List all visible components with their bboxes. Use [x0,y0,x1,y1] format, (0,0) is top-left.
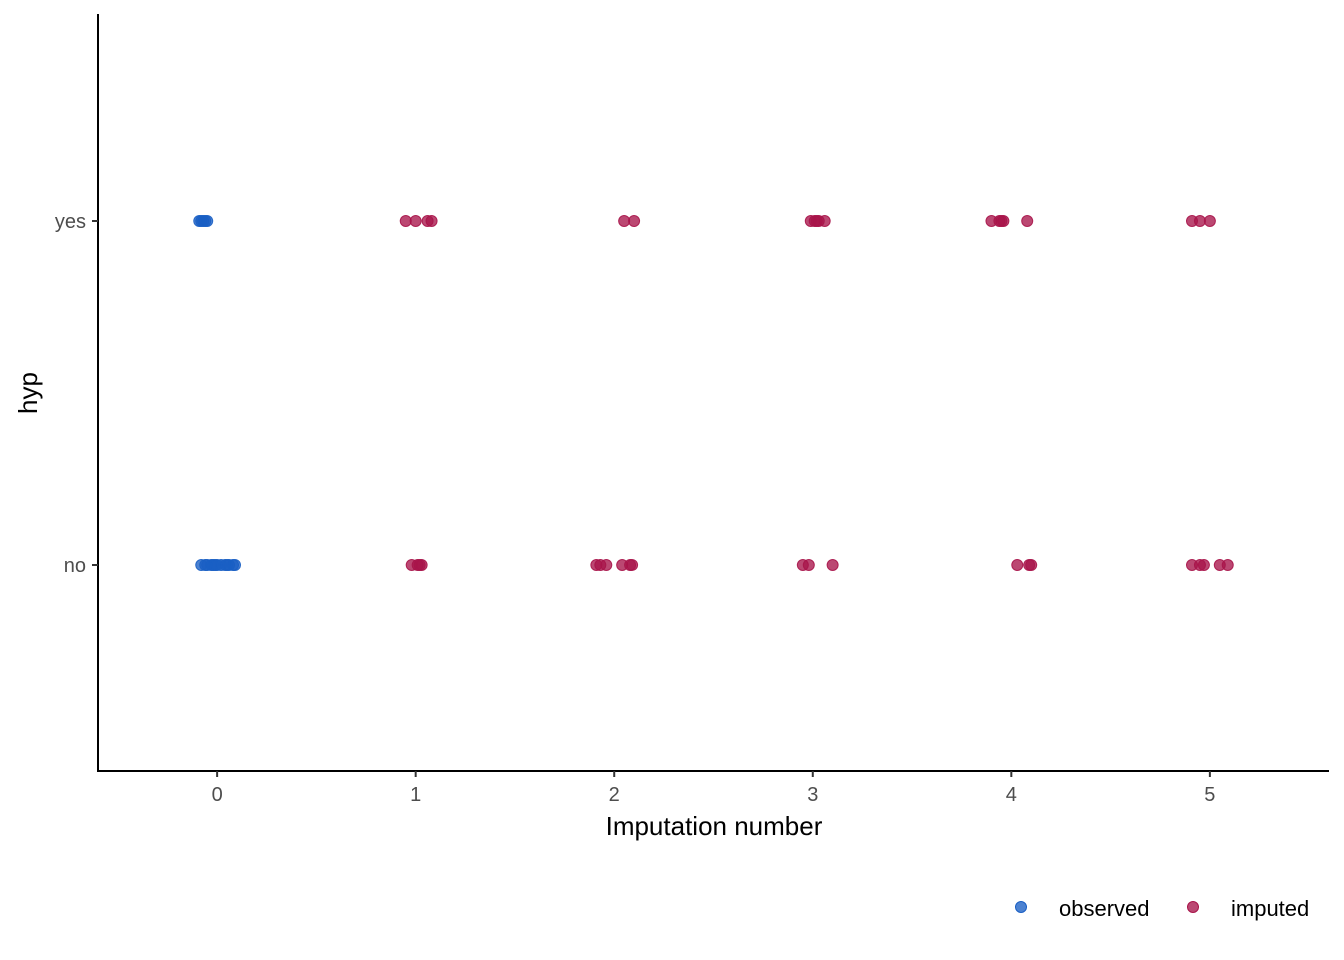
legend-key-imputed [1187,901,1199,913]
y-axis-title: hyp [13,372,43,414]
imputed-point [1193,215,1206,227]
x-tick-label: 4 [1006,784,1017,806]
imputed-point [415,559,428,571]
imputed-point [1025,559,1038,571]
legend-key-observed [1015,901,1027,913]
imputed-point [425,215,438,227]
x-axis-ticks: 0 1 2 3 4 5 [212,771,1215,806]
imputed-point [1203,215,1216,227]
points-layer [193,215,1234,571]
imputed-point [1021,215,1034,227]
imputed-point [1011,559,1024,571]
imputed-point [626,559,639,571]
imputed-point [618,215,631,227]
observed-point [201,215,214,227]
imputed-point [997,215,1010,227]
x-tick-label: 5 [1204,784,1215,806]
x-tick-label: 1 [410,784,421,806]
imputed-point [1221,559,1234,571]
legend-label-imputed: imputed [1231,896,1309,921]
imputed-point [818,215,831,227]
imputed-point [409,215,422,227]
imputed-point [802,559,815,571]
imputed-point [399,215,412,227]
y-axis-ticks: no yes [55,211,98,577]
x-axis-title: Imputation number [606,811,823,841]
imputed-point [1197,559,1210,571]
x-tick-label: 0 [212,784,223,806]
y-tick-label: no [64,555,86,577]
imputed-point [826,559,839,571]
observed-point [228,559,241,571]
legend-label-observed: observed [1059,896,1150,921]
x-tick-label: 3 [807,784,818,806]
y-tick-label: yes [55,211,86,233]
imputed-point [628,215,641,227]
x-tick-label: 2 [609,784,620,806]
legend: observed imputed [1015,896,1309,921]
imputed-point [600,559,613,571]
